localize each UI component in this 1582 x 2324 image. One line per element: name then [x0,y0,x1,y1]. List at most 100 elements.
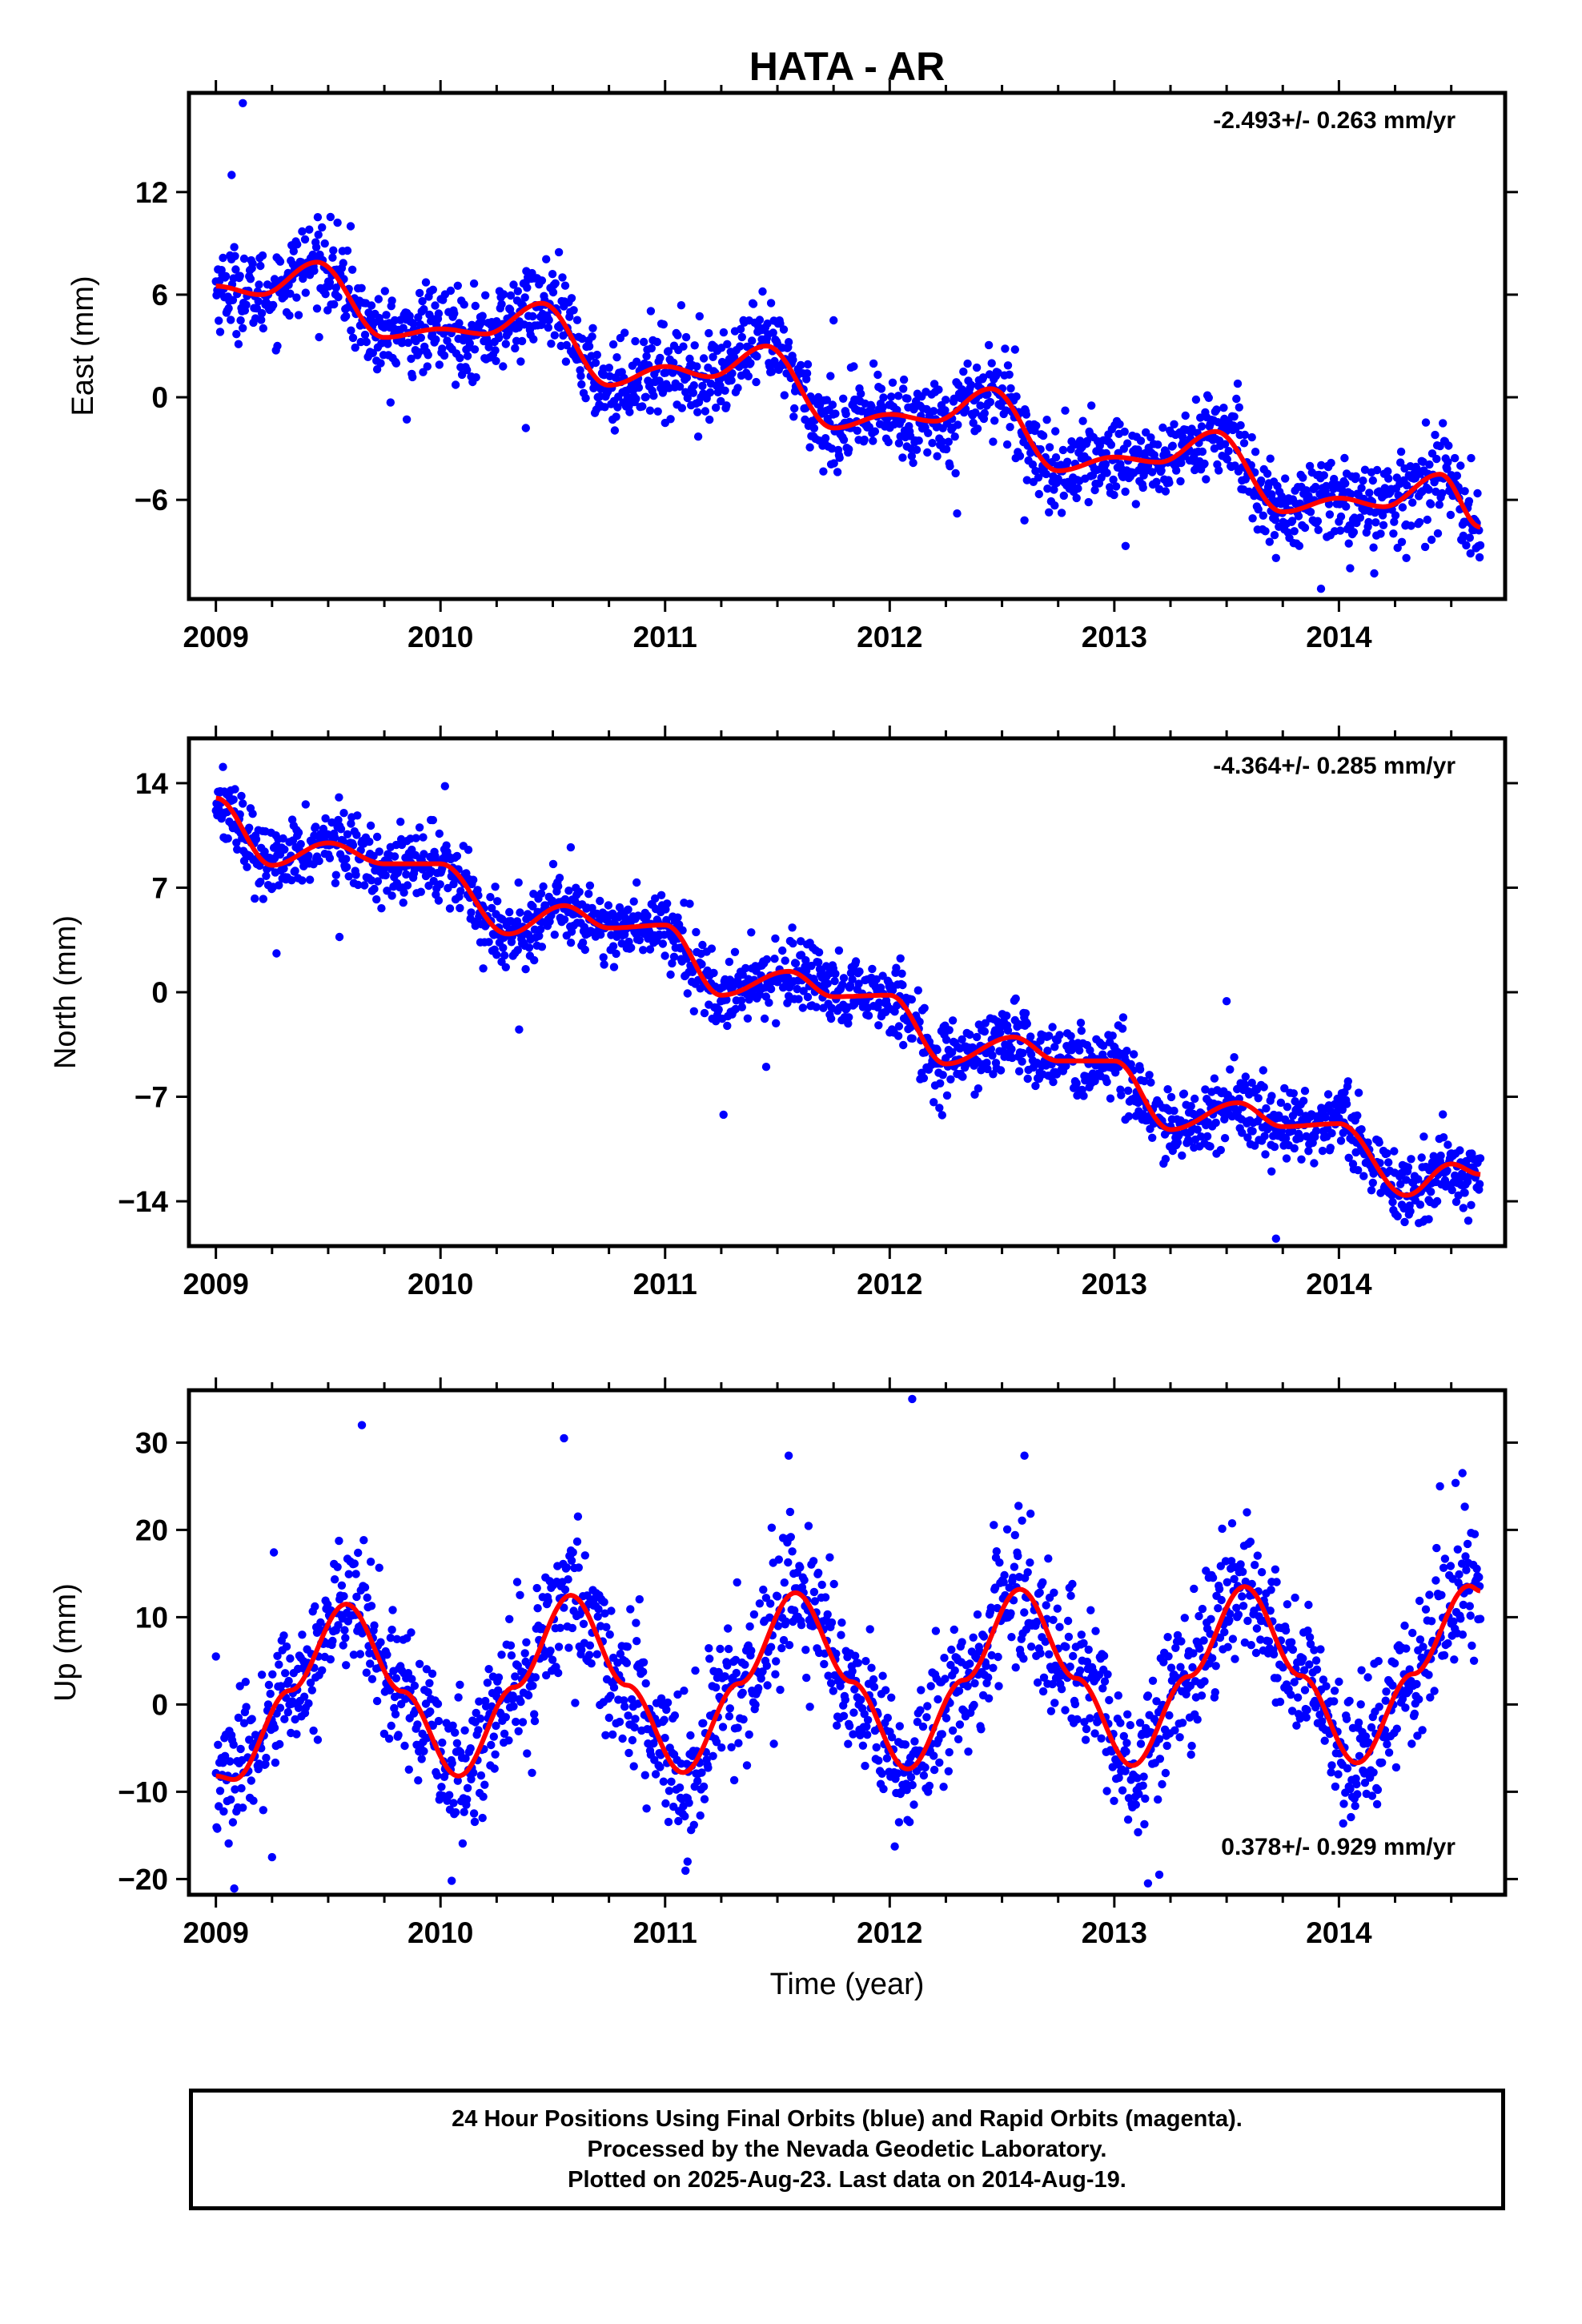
data-point [970,1090,979,1100]
data-point [1154,485,1164,493]
data-point [1390,517,1399,526]
data-point [906,1773,916,1782]
data-point [245,1735,254,1744]
data-point [987,1651,996,1660]
data-point [1006,384,1015,393]
data-point [588,332,596,341]
data-point [1061,406,1070,415]
data-point [1403,480,1411,490]
data-point [1003,361,1013,370]
data-point [634,383,644,392]
data-point [599,953,608,962]
data-point [661,1734,669,1743]
data-point [1122,1047,1131,1055]
data-point [1072,1079,1081,1088]
data-point [972,1032,982,1042]
data-point [1451,453,1460,463]
data-point [678,926,687,935]
data-point [785,1507,795,1517]
data-point [620,328,629,337]
panel-up: 2009 2010 2011 2012 2013 2014−20−100102030Up … [49,1377,1518,1949]
data-point [788,1547,797,1556]
data-point [325,854,335,862]
data-point [1111,482,1121,491]
data-point [1038,431,1048,440]
data-point [689,1007,698,1016]
data-point [433,1699,443,1708]
data-point [944,437,954,446]
data-point [1191,1094,1199,1104]
data-point [1365,489,1374,497]
data-point [418,296,427,306]
data-point [279,864,288,873]
data-point [979,1632,989,1641]
data-point [1082,436,1092,445]
data-point [940,1654,949,1663]
data-point [1118,1013,1128,1022]
data-point [425,1679,434,1687]
data-point [506,291,516,300]
data-point [978,373,988,382]
data-point [954,420,962,429]
data-point [304,851,313,860]
data-point [1087,401,1096,410]
data-point [612,949,620,959]
data-point [1339,1128,1347,1137]
data-point [262,1753,271,1763]
data-point [321,814,330,823]
x-tick-label: 2010 [408,1268,473,1301]
data-point [528,902,537,911]
data-point [285,311,294,320]
data-point [544,323,552,332]
data-point [1036,1649,1045,1658]
data-point [910,1737,919,1746]
data-point [895,1722,905,1731]
data-point [721,1672,729,1681]
data-point [680,1687,689,1695]
data-point [780,1578,789,1587]
data-point [1018,1057,1026,1066]
data-point [404,1765,413,1774]
data-point [742,1761,752,1770]
data-point [348,333,358,343]
data-point [1325,510,1335,519]
data-point [1101,460,1110,468]
data-point [1075,1046,1084,1055]
data-point [651,894,660,903]
data-point [834,946,844,955]
data-point [1317,460,1326,470]
data-point [500,951,509,960]
data-point [492,951,501,959]
data-point [555,874,564,883]
data-point [314,230,323,239]
data-point [511,344,520,353]
data-point [420,1747,428,1755]
data-point [610,426,620,435]
data-point [484,1665,493,1674]
data-point [544,1596,552,1606]
data-point [762,1661,771,1671]
data-point [899,375,909,384]
data-point [532,1583,541,1593]
data-point [264,1680,274,1690]
data-point [794,995,803,1003]
data-point [758,287,767,296]
data-point [951,468,960,478]
data-point [984,1673,993,1682]
data-point [896,954,905,963]
data-point [396,817,405,826]
data-point [766,1599,775,1608]
data-point [528,1681,537,1691]
data-point [691,1666,700,1675]
y-axis-label: North (mm) [49,915,82,1069]
data-point [1140,1076,1149,1086]
data-point [1045,443,1054,452]
data-point [245,823,254,832]
data-point [293,240,302,249]
data-point [878,1671,887,1680]
data-point [1344,539,1353,548]
data-point [562,340,571,350]
data-point [1041,1637,1050,1647]
data-point [1261,527,1270,536]
data-point [386,398,395,407]
